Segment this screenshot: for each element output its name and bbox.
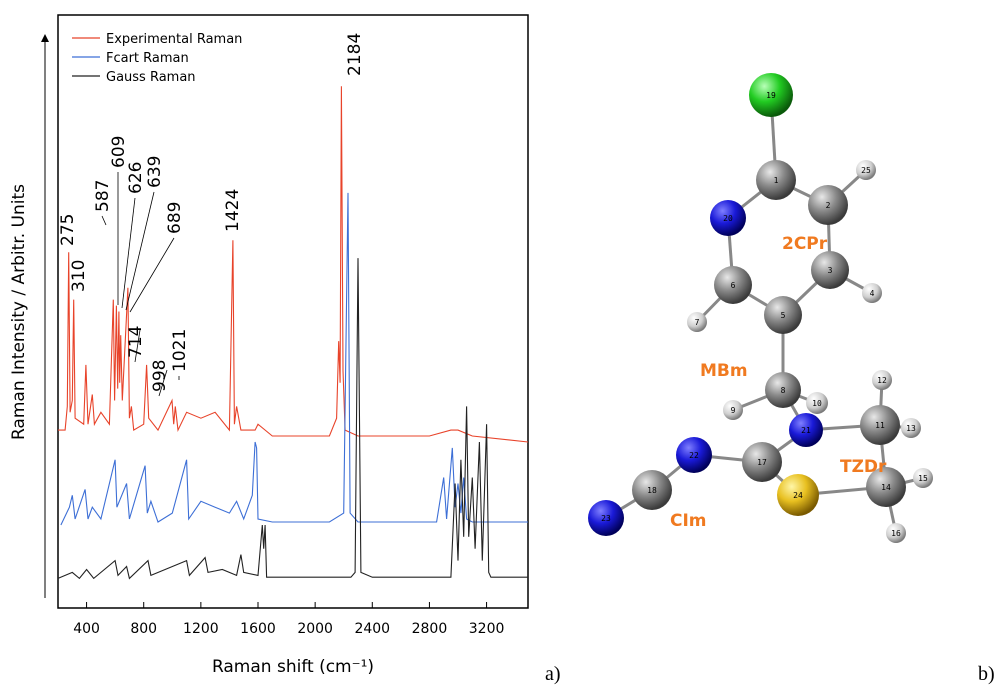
- atom-label: 20: [723, 214, 733, 223]
- peak-label: 310: [69, 260, 89, 292]
- legend-label: Experimental Raman: [106, 32, 242, 47]
- atom-label: 22: [689, 451, 699, 460]
- peak-label: 2184: [345, 33, 365, 76]
- atom-label: 9: [731, 406, 736, 415]
- atom-label: 16: [891, 529, 901, 538]
- atom-label: 17: [757, 458, 767, 467]
- molecule: 1912252034657891021111213172218232414151…: [588, 73, 933, 543]
- x-tick-label: 400: [73, 621, 100, 637]
- x-axis-label: Raman shift (cm⁻¹): [212, 657, 374, 677]
- peak-pointer: [122, 198, 135, 308]
- x-tick-label: 2400: [354, 621, 390, 637]
- x-tick-label: 800: [130, 621, 157, 637]
- peak-label: 1424: [223, 189, 243, 232]
- x-tick-label: 3200: [469, 621, 505, 637]
- peak-label: 998: [150, 360, 170, 392]
- peak-label: 689: [165, 202, 185, 234]
- peak-pointer: [130, 238, 174, 312]
- peak-label: 639: [145, 156, 165, 188]
- legend-label: Fcart Raman: [106, 51, 189, 66]
- atom-label: 1: [774, 176, 779, 185]
- peak-pointer: [102, 216, 106, 225]
- atom-label: 2: [826, 201, 831, 210]
- x-tick-label: 1200: [183, 621, 219, 637]
- peak-label: 1021: [170, 329, 190, 372]
- y-axis-label: Raman Intensity / Arbitr. Units: [9, 184, 29, 440]
- atom-label: 14: [881, 483, 891, 492]
- atom-label: 3: [828, 266, 833, 275]
- atom-label: 5: [781, 311, 786, 320]
- atom-label: 4: [870, 289, 875, 298]
- atom-label: 24: [793, 491, 803, 500]
- atom-label: 12: [877, 376, 887, 385]
- peak-pointer: [126, 192, 154, 310]
- group-label: CIm: [670, 511, 707, 531]
- atom-label: 8: [781, 386, 786, 395]
- group-label: MBm: [700, 361, 748, 381]
- group-label: 2CPr: [782, 234, 828, 254]
- atom-label: 11: [875, 421, 885, 430]
- atom-label: 25: [861, 166, 871, 175]
- atom-label: 10: [812, 399, 822, 408]
- peak-label: 587: [93, 180, 113, 212]
- peak-label: 275: [58, 214, 78, 246]
- panel-label: a): [545, 663, 561, 685]
- atom-label: 18: [647, 486, 657, 495]
- figure: Raman Intensity / Arbitr. Units Raman sh…: [0, 0, 1000, 688]
- x-tick-label: 2800: [412, 621, 448, 637]
- x-tick-label: 1600: [240, 621, 276, 637]
- group-label: TZDr: [840, 457, 887, 477]
- atom-label: 13: [906, 424, 916, 433]
- atom-label: 19: [766, 91, 776, 100]
- peak-label: 626: [126, 162, 146, 194]
- x-tick-label: 2000: [297, 621, 333, 637]
- atom-label: 7: [695, 318, 700, 327]
- legend-label: Gauss Raman: [106, 70, 196, 85]
- atom-label: 23: [601, 514, 611, 523]
- atom-label: 21: [801, 426, 811, 435]
- atom-label: 15: [918, 474, 928, 483]
- panel-label: b): [978, 663, 995, 685]
- atom-label: 6: [731, 281, 736, 290]
